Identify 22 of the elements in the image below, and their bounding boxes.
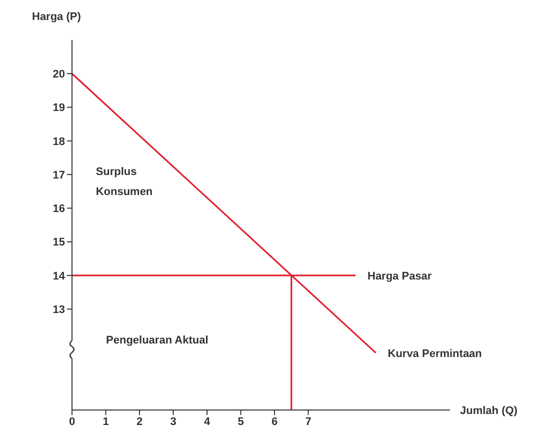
y-tick-label: 20	[52, 68, 65, 81]
x-tick-label: 0	[68, 416, 76, 428]
y-tick-label: 18	[52, 136, 65, 148]
x-tick-label: 2	[136, 416, 143, 428]
annotation: Pengeluaran Aktual	[106, 334, 208, 346]
y-tick-label: 19	[52, 102, 65, 114]
annotation: Surplus Konsumen	[96, 166, 153, 198]
x-tick-label: 5	[238, 416, 244, 428]
x-tick-label: 7	[305, 416, 312, 428]
x-tick-label: 4	[204, 416, 211, 428]
y-tick-label: 17	[52, 169, 65, 182]
y-axis-title: Harga (P)	[32, 11, 82, 23]
series-label: Kurva Permintaan	[388, 348, 482, 360]
y-tick-label: 14	[52, 270, 66, 282]
x-tick-label: 1	[102, 416, 109, 428]
x-tick-label: 3	[170, 416, 176, 428]
y-tick-label: 15	[52, 236, 65, 249]
x-axis-title: Jumlah (Q)	[460, 405, 518, 417]
series-label: Harga Pasar	[368, 270, 432, 282]
y-tick-label: 16	[52, 203, 65, 216]
y-tick-label: 13	[52, 304, 65, 316]
x-tick-label: 6	[271, 416, 278, 428]
